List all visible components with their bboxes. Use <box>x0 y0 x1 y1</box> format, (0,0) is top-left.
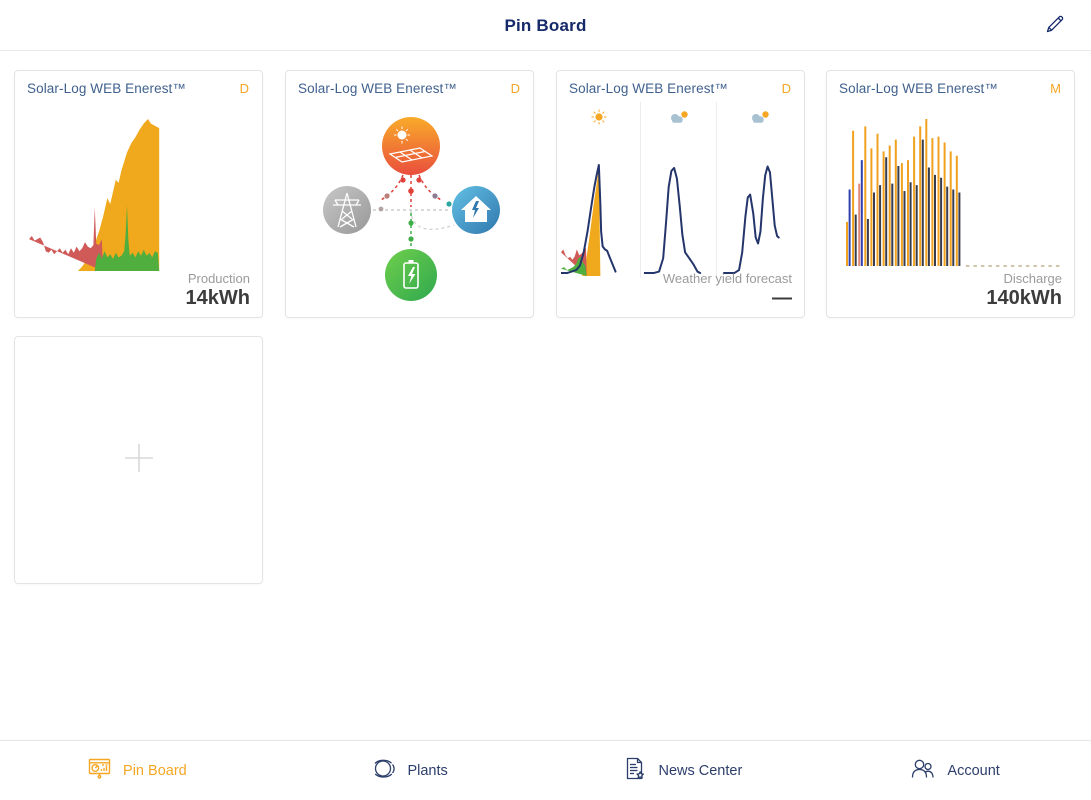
period-badge-day: D <box>781 81 791 96</box>
energy-flow-diagram <box>286 71 533 317</box>
widget-card-production[interactable]: Solar-Log WEB Enerest™ D Production 14kW… <box>14 70 263 318</box>
account-icon <box>909 755 937 787</box>
weather-panel-day1 <box>558 102 640 278</box>
card-title: Solar-Log WEB Enerest™ <box>27 81 187 96</box>
plus-icon <box>123 442 155 479</box>
period-badge-day: D <box>239 81 249 96</box>
pencil-icon <box>1043 12 1067 41</box>
footer-value: 140kWh <box>986 287 1062 309</box>
nav-item-pin-board[interactable]: Pin Board <box>0 741 273 800</box>
nav-item-plants[interactable]: Plants <box>273 741 546 800</box>
period-badge-month: M <box>1050 81 1061 96</box>
news-icon <box>621 755 648 787</box>
nav-item-news-center[interactable]: News Center <box>546 741 819 800</box>
grid-node <box>323 186 371 234</box>
footer-label: Discharge <box>1003 271 1062 286</box>
card-title: Solar-Log WEB Enerest™ <box>298 81 458 96</box>
pinboard-icon <box>86 755 113 787</box>
sun-icon <box>591 106 607 128</box>
nav-label: Plants <box>407 762 448 779</box>
widget-card-weather-forecast[interactable]: Solar-Log WEB Enerest™ D Weather yield f… <box>556 70 805 318</box>
partly-cloudy-icon <box>668 106 690 128</box>
edit-pinboard-button[interactable] <box>1041 12 1069 40</box>
nav-label: Pin Board <box>123 762 187 779</box>
footer-label: Production <box>187 271 250 286</box>
nav-label: News Center <box>658 762 743 779</box>
partly-cloudy-icon <box>749 106 771 128</box>
period-badge-day: D <box>510 81 520 96</box>
card-title: Solar-Log WEB Enerest™ <box>569 81 729 96</box>
add-widget-card[interactable] <box>14 336 263 584</box>
widget-card-energy-flow[interactable]: Solar-Log WEB Enerest™ D <box>285 70 534 318</box>
card-title: Solar-Log WEB Enerest™ <box>839 81 999 96</box>
footer-label: Weather yield forecast <box>662 271 792 286</box>
weather-forecast-chart <box>558 102 803 278</box>
flow-dots <box>378 177 452 242</box>
bottom-navigation: Pin Board Plants <box>0 740 1091 800</box>
widget-card-discharge[interactable]: Solar-Log WEB Enerest™ M Discharge 140kW… <box>826 70 1075 318</box>
nav-label: Account <box>947 762 1000 779</box>
footer-value: — <box>772 287 792 309</box>
house-node <box>452 186 500 234</box>
discharge-bar-chart <box>837 116 1065 268</box>
weather-panel-day3 <box>715 102 803 278</box>
battery-node <box>385 249 437 301</box>
header: Pin Board <box>0 0 1091 51</box>
solar-node <box>382 117 440 175</box>
weather-panel-day2 <box>640 102 715 278</box>
nav-item-account[interactable]: Account <box>818 741 1091 800</box>
production-area-chart <box>29 119 169 271</box>
page-title: Pin Board <box>504 16 587 35</box>
footer-value: 14kWh <box>185 287 250 309</box>
plants-icon <box>370 755 397 787</box>
